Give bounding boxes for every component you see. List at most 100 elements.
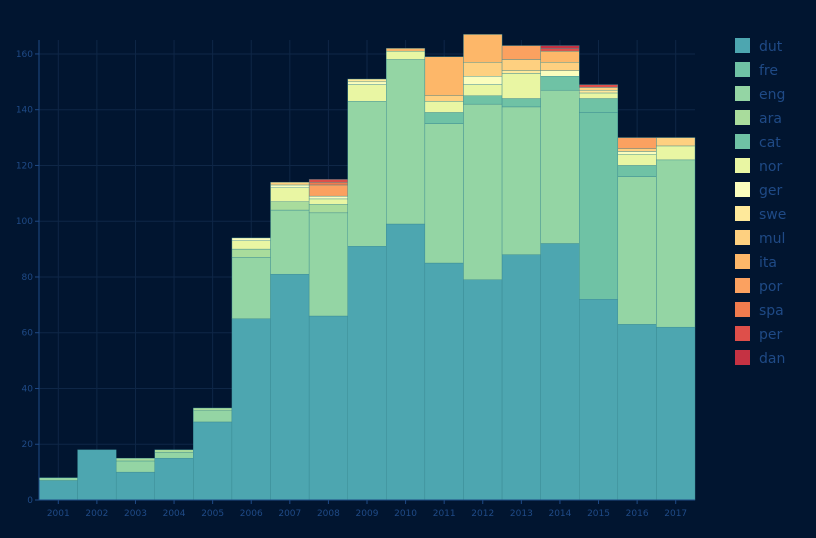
legend-swatch-dan[interactable]: [735, 350, 750, 365]
bar-nor-2011[interactable]: [424, 101, 464, 113]
bar-mul-2016[interactable]: [617, 148, 657, 152]
bar-swe-2015[interactable]: [579, 89, 619, 94]
legend-label-eng[interactable]: eng: [759, 87, 785, 103]
bar-dut-2016[interactable]: [617, 324, 657, 501]
legend-label-swe[interactable]: swe: [759, 207, 786, 223]
legend-swatch-eng[interactable]: [735, 86, 750, 101]
bar-dut-2004[interactable]: [154, 457, 194, 501]
bar-dut-2015[interactable]: [579, 299, 619, 501]
legend-swatch-spa[interactable]: [735, 302, 750, 317]
legend-swatch-ita[interactable]: [735, 254, 750, 269]
legend-swatch-ger[interactable]: [735, 182, 750, 197]
bar-eng-2012[interactable]: [463, 103, 503, 280]
legend-label-fre[interactable]: fre: [759, 63, 778, 79]
bar-dut-2010[interactable]: [386, 223, 426, 501]
legend-swatch-mul[interactable]: [735, 230, 750, 245]
bar-nor-2017[interactable]: [656, 145, 696, 161]
bar-dut-2006[interactable]: [231, 318, 271, 501]
bar-eng-2009[interactable]: [347, 101, 387, 247]
bar-ita-2010[interactable]: [386, 48, 426, 52]
bar-cat-2013[interactable]: [501, 98, 541, 108]
bar-eng-2011[interactable]: [424, 123, 464, 264]
legend-swatch-cat[interactable]: [735, 134, 750, 149]
bar-ara-2004[interactable]: [154, 449, 194, 453]
bar-nor-2010[interactable]: [386, 50, 426, 60]
bar-cat-2012[interactable]: [463, 95, 503, 105]
legend-label-cat[interactable]: cat: [759, 135, 781, 151]
legend-label-per[interactable]: per: [759, 327, 783, 343]
bar-dut-2011[interactable]: [424, 262, 464, 501]
legend-label-por[interactable]: por: [759, 279, 782, 295]
bar-mul-2012[interactable]: [463, 62, 503, 77]
bar-nor-2016[interactable]: [617, 154, 657, 166]
bar-dut-2008[interactable]: [308, 315, 348, 501]
bar-ita-2014[interactable]: [540, 50, 580, 63]
bar-eng-2008[interactable]: [308, 212, 348, 317]
bar-eng-2014[interactable]: [540, 89, 580, 244]
bar-mul-2011[interactable]: [424, 95, 464, 102]
bar-ara-2005[interactable]: [193, 407, 233, 411]
bar-cat-2011[interactable]: [424, 112, 464, 124]
bar-dut-2003[interactable]: [115, 471, 155, 501]
bar-dut-2013[interactable]: [501, 254, 541, 501]
bar-ita-2011[interactable]: [424, 56, 464, 96]
legend-label-dut[interactable]: dut: [759, 39, 783, 55]
bar-mul-2017[interactable]: [656, 137, 696, 147]
bar-nor-2009[interactable]: [347, 84, 387, 102]
bar-ger-2008[interactable]: [308, 195, 348, 200]
bar-ger-2007[interactable]: [270, 184, 310, 188]
bar-eng-2007[interactable]: [270, 209, 310, 275]
bar-spa-2008[interactable]: [308, 181, 348, 186]
bar-mul-2007[interactable]: [270, 181, 310, 186]
bar-ara-2006[interactable]: [231, 248, 271, 258]
bar-ger-2012[interactable]: [463, 76, 503, 85]
legend-swatch-dut[interactable]: [735, 38, 750, 53]
bar-cat-2015[interactable]: [579, 98, 619, 113]
bar-mul-2013[interactable]: [501, 59, 541, 71]
bar-dut-2012[interactable]: [463, 279, 503, 501]
bar-eng-2013[interactable]: [501, 106, 541, 255]
legend-label-ger[interactable]: ger: [759, 183, 783, 199]
legend-label-spa[interactable]: spa: [759, 303, 784, 319]
bar-ger-2014[interactable]: [540, 70, 580, 77]
bar-swe-2013[interactable]: [501, 70, 541, 74]
bar-ger-2009[interactable]: [347, 81, 387, 85]
bar-ger-2016[interactable]: [617, 151, 657, 155]
bar-nor-2013[interactable]: [501, 73, 541, 99]
bar-fre-2015[interactable]: [579, 112, 619, 300]
bar-eng-2006[interactable]: [231, 257, 271, 319]
bar-dut-2007[interactable]: [270, 273, 310, 501]
bar-nor-2006[interactable]: [231, 240, 271, 250]
bar-dut-2002[interactable]: [77, 449, 117, 501]
bar-eng-2005[interactable]: [193, 410, 233, 423]
bar-eng-2004[interactable]: [154, 452, 194, 459]
legend-swatch-nor[interactable]: [735, 158, 750, 173]
bar-dut-2005[interactable]: [193, 421, 233, 501]
bar-dan-2014[interactable]: [540, 45, 580, 49]
bar-nor-2008[interactable]: [308, 198, 348, 205]
legend-swatch-swe[interactable]: [735, 206, 750, 221]
legend-swatch-fre[interactable]: [735, 62, 750, 77]
bar-nor-2015[interactable]: [579, 92, 619, 99]
bar-ara-2008[interactable]: [308, 204, 348, 214]
bar-eng-2003[interactable]: [115, 460, 155, 473]
bar-cat-2014[interactable]: [540, 76, 580, 91]
bar-ara-2007[interactable]: [270, 201, 310, 211]
legend-label-ara[interactable]: ara: [759, 111, 782, 127]
bar-mul-2014[interactable]: [540, 62, 580, 71]
bar-eng-2010[interactable]: [386, 59, 426, 225]
bar-ita-2012[interactable]: [463, 34, 503, 63]
bar-por-2008[interactable]: [308, 184, 348, 197]
legend-swatch-por[interactable]: [735, 278, 750, 293]
legend-swatch-per[interactable]: [735, 326, 750, 341]
bar-por-2013[interactable]: [501, 45, 541, 60]
bar-ger-2006[interactable]: [231, 237, 271, 241]
bar-nor-2012[interactable]: [463, 84, 503, 96]
bar-per-2015[interactable]: [579, 84, 619, 88]
bar-eng-2017[interactable]: [656, 159, 696, 328]
bar-dut-2014[interactable]: [540, 243, 580, 501]
bar-dut-2017[interactable]: [656, 326, 696, 501]
bar-per-2008[interactable]: [308, 179, 348, 183]
bar-per-2014[interactable]: [540, 48, 580, 52]
bar-dut-2009[interactable]: [347, 246, 387, 501]
